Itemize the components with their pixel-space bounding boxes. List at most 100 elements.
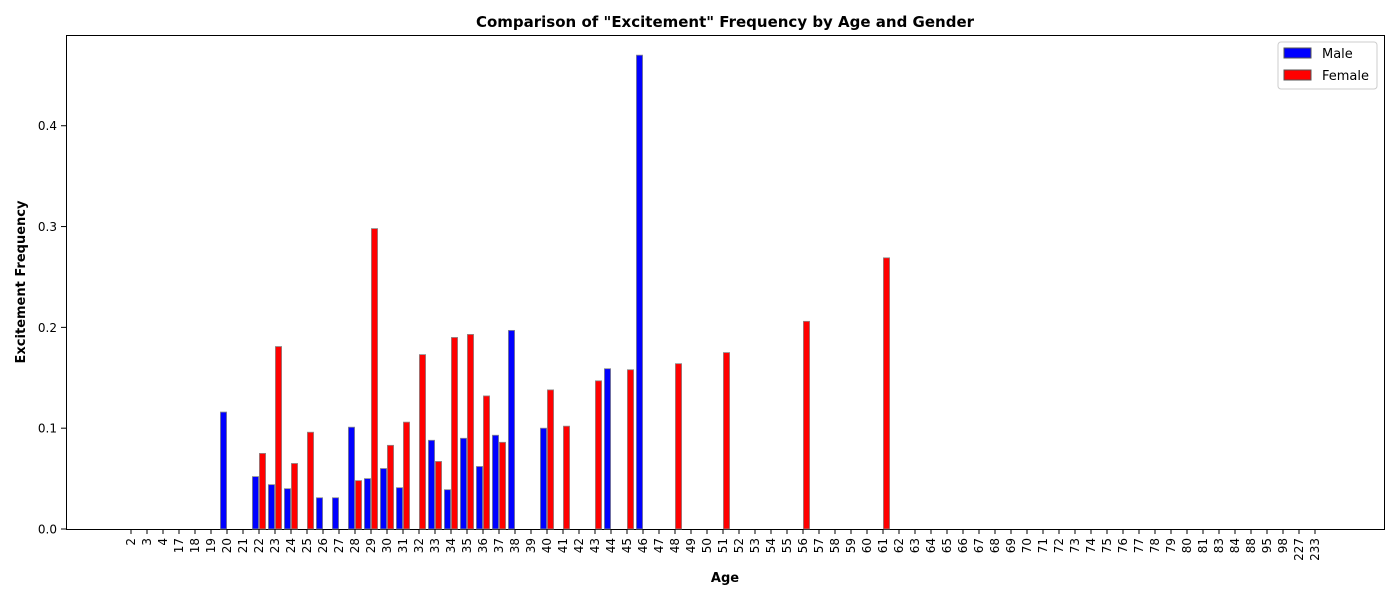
bar-female-28	[354, 480, 362, 530]
x-tick-label-227: 227	[1292, 538, 1306, 561]
x-tick-label-88: 88	[1244, 538, 1258, 553]
x-tick-label-63: 63	[908, 538, 922, 553]
x-tick-label-61: 61	[876, 538, 890, 553]
x-tick-label-55: 55	[780, 538, 794, 553]
bar-male-37	[491, 434, 499, 530]
x-tick-label-77: 77	[1132, 538, 1146, 553]
x-tick-label-33: 33	[428, 538, 442, 553]
x-tick-label-74: 74	[1084, 538, 1098, 553]
x-tick-label-19: 19	[204, 538, 218, 553]
x-tick-label-57: 57	[812, 538, 826, 553]
y-tick-label-0.3: 0.3	[38, 220, 57, 234]
bar-female-40	[547, 389, 555, 530]
x-tick-label-70: 70	[1020, 538, 1034, 553]
legend-swatch-female	[1283, 69, 1312, 81]
x-tick-label-22: 22	[252, 538, 266, 553]
x-tick-label-43: 43	[588, 538, 602, 553]
x-tick-label-52: 52	[732, 538, 746, 553]
bar-male-33	[427, 439, 435, 530]
y-tick-label-0.2: 0.2	[38, 321, 57, 335]
x-tick-label-27: 27	[332, 538, 346, 553]
bar-male-38	[507, 329, 515, 530]
x-tick-label-26: 26	[316, 538, 330, 553]
x-tick-label-79: 79	[1164, 538, 1178, 553]
bar-female-37	[498, 441, 506, 530]
x-tick-label-45: 45	[620, 538, 634, 553]
x-tick-label-80: 80	[1180, 538, 1194, 553]
plot-area-frame	[66, 35, 1385, 530]
x-tick-label-50: 50	[700, 538, 714, 553]
x-tick-label-78: 78	[1148, 538, 1162, 553]
x-tick-label-35: 35	[460, 538, 474, 553]
bar-female-24	[290, 463, 298, 530]
bar-female-61	[883, 257, 891, 530]
x-tick-label-49: 49	[684, 538, 698, 553]
x-tick-label-41: 41	[556, 538, 570, 553]
bar-female-31	[402, 421, 410, 530]
x-tick-label-71: 71	[1036, 538, 1050, 553]
bar-female-34	[450, 337, 458, 530]
x-tick-label-3: 3	[140, 538, 154, 546]
x-tick-label-76: 76	[1116, 538, 1130, 553]
x-tick-label-58: 58	[828, 538, 842, 553]
bar-female-33	[434, 461, 442, 530]
bar-female-22	[258, 452, 266, 530]
bar-female-30	[386, 444, 394, 530]
y-tick-label-0.0: 0.0	[38, 523, 57, 537]
bar-female-56	[803, 320, 811, 530]
y-tick-label-0.1: 0.1	[38, 422, 57, 436]
bar-male-28	[347, 426, 355, 530]
x-tick-label-64: 64	[924, 538, 938, 553]
y-axis: 0.0 0.1 0.2 0.3 0.4	[38, 119, 66, 537]
x-tick-label-68: 68	[988, 538, 1002, 553]
x-tick-label-38: 38	[508, 538, 522, 553]
bar-male-40	[540, 427, 548, 530]
x-tick-label-59: 59	[844, 538, 858, 553]
x-tick-label-32: 32	[412, 538, 426, 553]
bar-male-26	[315, 497, 323, 530]
bar-male-34	[443, 489, 451, 530]
bar-male-27	[331, 497, 339, 530]
x-tick-label-84: 84	[1228, 538, 1242, 553]
x-tick-label-95: 95	[1260, 538, 1274, 553]
chart-title: Comparison of "Excitement" Frequency by …	[476, 13, 975, 31]
x-tick-label-4: 4	[156, 538, 170, 546]
x-tick-label-60: 60	[860, 538, 874, 553]
bar-female-25	[306, 431, 314, 530]
x-tick-label-34: 34	[444, 538, 458, 553]
x-tick-label-73: 73	[1068, 538, 1082, 553]
bar-female-45	[627, 369, 635, 530]
x-tick-label-72: 72	[1052, 538, 1066, 553]
bar-male-31	[395, 487, 403, 530]
bar-male-22	[251, 476, 259, 530]
bar-female-23	[274, 346, 282, 530]
x-tick-label-24: 24	[284, 538, 298, 553]
x-tick-label-18: 18	[188, 538, 202, 553]
x-tick-label-48: 48	[668, 538, 682, 553]
x-tick-label-36: 36	[476, 538, 490, 553]
bars-group	[219, 54, 891, 530]
bar-female-36	[482, 395, 490, 530]
bar-female-48	[675, 363, 683, 530]
bar-female-41	[563, 425, 571, 530]
x-tick-label-98: 98	[1276, 538, 1290, 553]
bar-male-23	[267, 484, 275, 530]
bar-male-46	[636, 54, 644, 530]
x-tick-label-17: 17	[172, 538, 186, 553]
x-tick-label-25: 25	[300, 538, 314, 553]
x-tick-label-42: 42	[572, 538, 586, 553]
bar-female-35	[466, 334, 474, 530]
x-tick-label-28: 28	[348, 538, 362, 553]
x-tick-label-83: 83	[1212, 538, 1226, 553]
x-tick-label-2: 2	[124, 538, 138, 546]
x-tick-label-66: 66	[956, 538, 970, 553]
legend-swatch-male	[1283, 47, 1312, 59]
bar-female-51	[723, 352, 731, 530]
x-tick-label-65: 65	[940, 538, 954, 553]
bar-male-35	[459, 437, 467, 530]
bar-female-29	[370, 228, 378, 530]
x-tick-label-67: 67	[972, 538, 986, 553]
x-tick-label-21: 21	[236, 538, 250, 553]
x-tick-label-31: 31	[396, 538, 410, 553]
x-tick-label-62: 62	[892, 538, 906, 553]
